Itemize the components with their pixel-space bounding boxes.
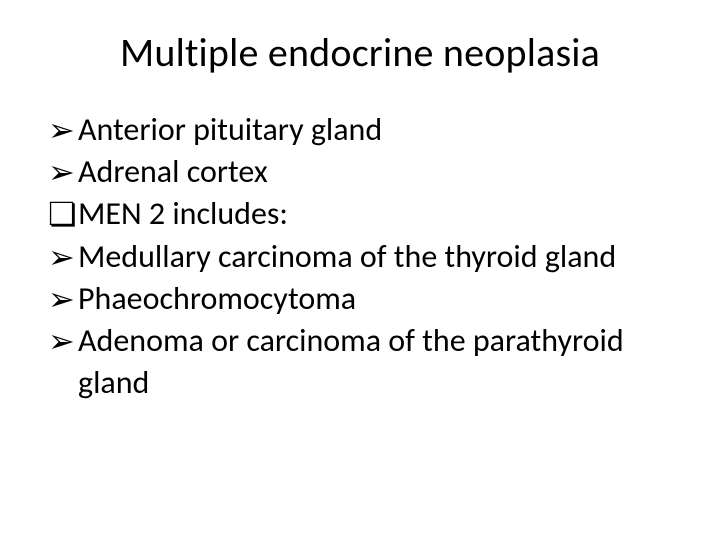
slide-content: ➢ Anterior pituitary gland ➢ Adrenal cor… bbox=[48, 109, 672, 405]
slide-title: Multiple endocrine neoplasia bbox=[48, 28, 672, 77]
arrow-bullet-icon: ➢ bbox=[48, 278, 78, 320]
slide: Multiple endocrine neoplasia ➢ Anterior … bbox=[0, 0, 720, 540]
list-item: ➢ Adenoma or carcinoma of the parathyroi… bbox=[48, 320, 672, 362]
list-item-text: Medullary carcinoma of the thyroid gland bbox=[78, 236, 672, 278]
list-item-text: Adenoma or carcinoma of the parathyroid bbox=[78, 320, 672, 362]
arrow-bullet-icon: ➢ bbox=[48, 236, 78, 278]
list-item-text: Anterior pituitary gland bbox=[78, 109, 672, 151]
list-item: ❏ MEN 2 includes: bbox=[48, 193, 672, 235]
list-item-continuation: gland bbox=[48, 362, 672, 404]
arrow-bullet-icon: ➢ bbox=[48, 109, 78, 151]
list-item-text: MEN 2 includes: bbox=[78, 193, 672, 235]
list-item: ➢ Anterior pituitary gland bbox=[48, 109, 672, 151]
arrow-bullet-icon: ➢ bbox=[48, 151, 78, 193]
arrow-bullet-icon: ➢ bbox=[48, 320, 78, 362]
list-item-text: Adrenal cortex bbox=[78, 151, 672, 193]
list-item: ➢ Medullary carcinoma of the thyroid gla… bbox=[48, 236, 672, 278]
list-item: ➢ Adrenal cortex bbox=[48, 151, 672, 193]
list-item-text: Phaeochromocytoma bbox=[78, 278, 672, 320]
list-item: ➢ Phaeochromocytoma bbox=[48, 278, 672, 320]
square-bullet-icon: ❏ bbox=[48, 193, 78, 235]
